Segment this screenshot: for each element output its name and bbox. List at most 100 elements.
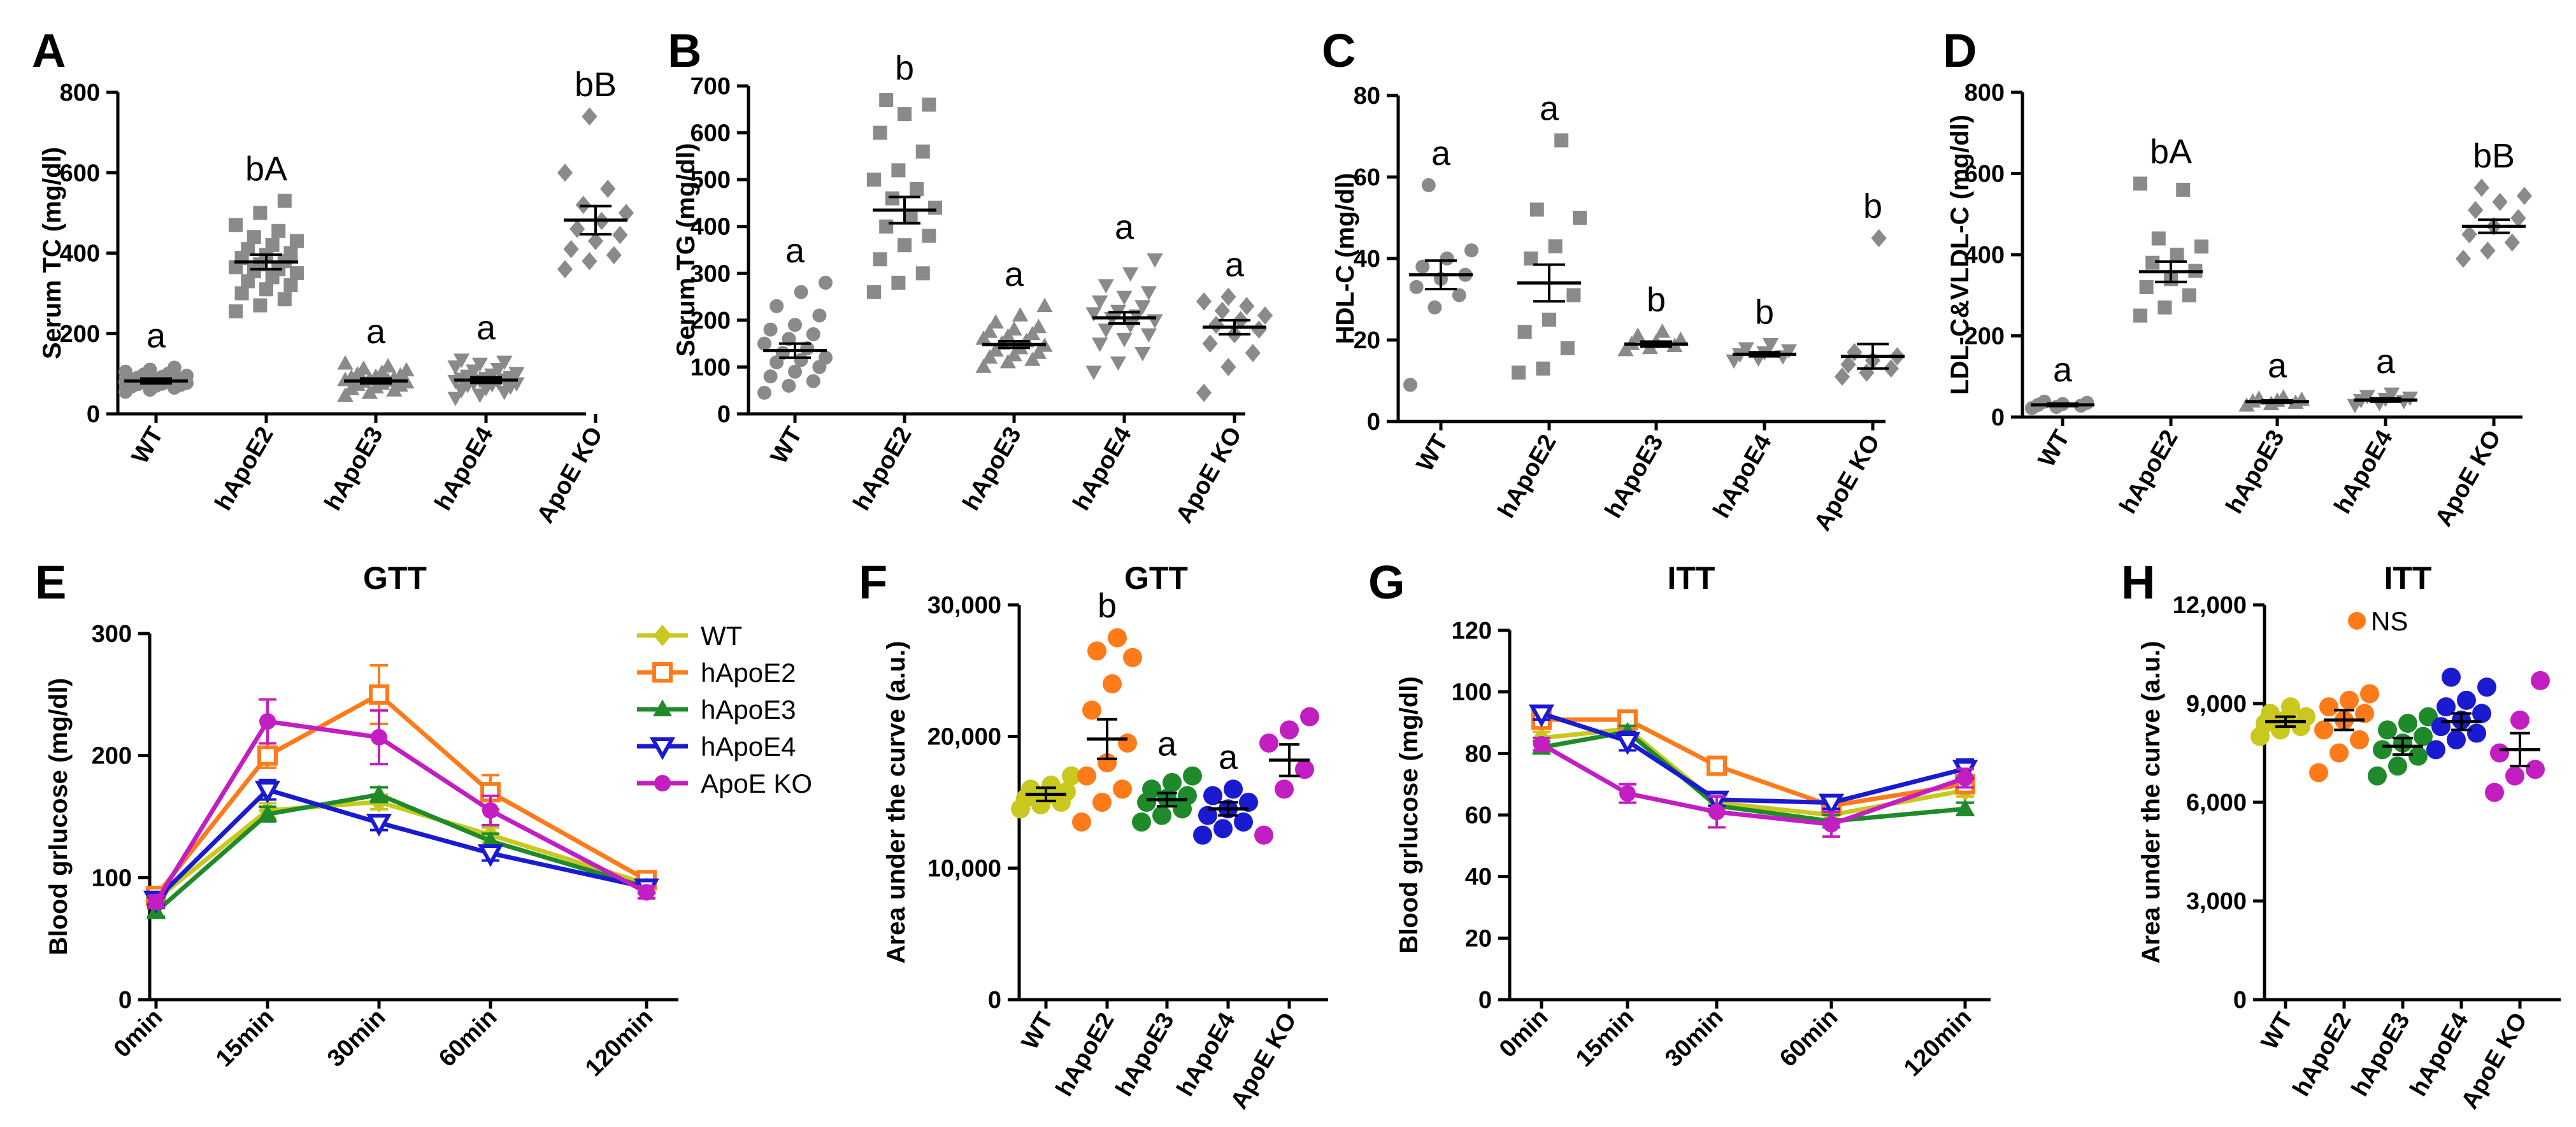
- data-point-b: [819, 276, 833, 290]
- data-point-b: [1012, 307, 1029, 322]
- x-tick-label-d: hApoE4: [2329, 426, 2398, 518]
- data-point-f: [1123, 648, 1142, 667]
- data-point-b: [1098, 323, 1114, 338]
- data-point-c: [1403, 378, 1417, 392]
- data-point-b: [922, 97, 936, 112]
- data-point-b: [1202, 334, 1218, 353]
- y-tick-label-h: 0: [2233, 987, 2247, 1014]
- y-tick-label-a: 600: [60, 160, 100, 187]
- chart-b: 0 100 200 300 400 500 600 700 Serum TG (mg/dl) WT…: [672, 49, 1273, 528]
- data-point-b: [867, 173, 881, 187]
- x-tick-label-a: ApoE KO: [532, 423, 608, 528]
- chart-h: 0 3,000 6,000 9,000 12,000 Area under the cur…: [2137, 560, 2561, 1114]
- data-point-c: [1629, 327, 1646, 342]
- data-point-a: [355, 360, 372, 375]
- series-g-apoe-ko: [1533, 735, 1974, 838]
- annotation-b: a: [1225, 246, 1245, 284]
- y-tick-label-h: 12,000: [2173, 592, 2247, 619]
- data-point-b: [819, 350, 833, 365]
- y-tick-label-g: 80: [1465, 741, 1492, 767]
- y-tick-label-g: 20: [1465, 925, 1492, 952]
- data-point-d: [2133, 308, 2147, 323]
- y-tick-label-d: 200: [1964, 323, 2005, 350]
- legend-label: hApoE3: [701, 695, 796, 725]
- data-point-g: [1528, 704, 1555, 728]
- chart-f: 0 10,000 20,000 30,000 Area under the curve …: [882, 560, 1328, 1114]
- data-point-b: [1006, 321, 1022, 336]
- data-point-f: [1198, 805, 1217, 825]
- data-point-f: [1178, 786, 1197, 805]
- x-tick-label-g: 30min: [1660, 1004, 1728, 1072]
- y-tick-label-a: 800: [60, 80, 100, 106]
- data-point-a: [290, 234, 304, 248]
- data-point-f: [1132, 812, 1151, 832]
- data-point-h: [2531, 670, 2550, 690]
- data-point-h: [2378, 720, 2397, 740]
- y-tick-label-f: 0: [988, 987, 1001, 1014]
- data-point-a: [253, 298, 268, 313]
- data-point-b: [763, 369, 778, 384]
- chart-g: 0 20 40 60 80 100 120 Blood grlucose (mg/dl) ITT…: [1395, 560, 1991, 1082]
- data-point-d: [2151, 231, 2166, 246]
- data-point-a: [283, 278, 298, 292]
- data-point-d: [2133, 176, 2147, 191]
- data-point-e: [257, 745, 278, 766]
- data-point-b: [788, 364, 802, 379]
- data-point-h: [2414, 727, 2433, 746]
- data-point-a: [253, 206, 268, 220]
- y-tick-label-b: 300: [691, 260, 731, 287]
- x-tick-label-b: WT: [766, 423, 808, 469]
- series-line-g: [1540, 711, 1966, 805]
- data-point-e: [638, 884, 655, 901]
- data-point-a: [508, 367, 525, 381]
- data-point-f: [1275, 779, 1294, 799]
- data-point-c: [1780, 344, 1798, 359]
- x-tick-label-d: WT: [2033, 426, 2075, 472]
- data-point-c: [1452, 288, 1466, 302]
- data-point-a: [563, 239, 579, 259]
- data-point-b: [1257, 306, 1273, 325]
- y-tick-label-b: 700: [691, 73, 731, 100]
- annotation-f: b: [1098, 587, 1117, 625]
- data-point-b: [782, 378, 796, 393]
- data-point-b: [1251, 320, 1267, 339]
- data-point-g: [1533, 735, 1550, 753]
- data-point-b: [1220, 287, 1236, 306]
- y-tick-label-e: 0: [118, 987, 132, 1014]
- chart-c: 0 20 40 60 80 HDL-C (mg/dl) WT hApoE2 hApoE3 hApo…: [1331, 83, 1905, 535]
- data-point-b: [1122, 267, 1139, 282]
- x-tick-label-b: hApoE3: [958, 423, 1027, 515]
- y-axis-label-h: Area under the curve (a.u.): [2137, 641, 2165, 964]
- data-point-b: [1098, 279, 1114, 294]
- data-point-a: [241, 242, 255, 257]
- data-point-b: [910, 181, 924, 196]
- x-tick-label-d: hApoE2: [2115, 426, 2184, 518]
- y-tick-label-c: 0: [1367, 409, 1380, 436]
- y-tick-label-b: 200: [691, 308, 731, 334]
- data-point-b: [1116, 332, 1133, 348]
- data-point-b: [891, 276, 906, 290]
- annotation-c: b: [1863, 187, 1882, 225]
- data-point-a: [271, 223, 286, 238]
- data-point-d: [2170, 248, 2184, 262]
- annotation-c: a: [1540, 89, 1559, 127]
- y-tick-label-g: 0: [1478, 987, 1492, 1014]
- y-tick-label-d: 400: [1964, 242, 2005, 269]
- data-point-b: [1196, 383, 1212, 402]
- y-tick-label-e: 100: [92, 865, 132, 891]
- y-tick-label-e: 300: [92, 621, 132, 648]
- data-point-f: [1087, 641, 1106, 661]
- data-point-b: [1030, 318, 1047, 334]
- x-tick-label-e: 120min: [580, 1004, 658, 1082]
- data-point-b: [975, 358, 992, 373]
- legend: WT hApoE2 hApoE3 hApoE4 ApoE KO: [637, 621, 812, 798]
- x-tick-label-e: 0min: [109, 1004, 168, 1063]
- data-point-g: [1619, 785, 1636, 802]
- x-tick-label-f: WT: [1017, 1009, 1059, 1054]
- data-point-c: [1512, 365, 1526, 380]
- panel-label-c: C: [1322, 24, 1356, 77]
- legend-label: hApoE4: [701, 732, 796, 762]
- data-point-c: [1654, 323, 1671, 338]
- data-point-c: [1573, 211, 1587, 225]
- annotation-b: a: [785, 232, 805, 270]
